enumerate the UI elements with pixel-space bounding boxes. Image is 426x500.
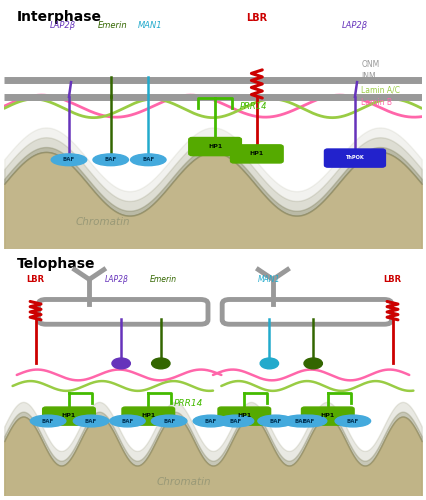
Text: Emerin: Emerin	[98, 21, 128, 30]
Text: BAF: BAF	[85, 418, 97, 424]
Text: HP1: HP1	[237, 414, 251, 418]
FancyBboxPatch shape	[230, 145, 283, 163]
Text: HP1: HP1	[250, 151, 264, 156]
FancyBboxPatch shape	[43, 407, 95, 425]
Text: BAF: BAF	[105, 158, 117, 162]
Text: HP1: HP1	[141, 414, 155, 418]
Circle shape	[152, 358, 170, 369]
Text: BAF: BAF	[63, 158, 75, 162]
Text: BAF: BAF	[294, 418, 307, 424]
Text: HP1: HP1	[208, 144, 222, 149]
Circle shape	[112, 358, 130, 369]
Text: BAF: BAF	[142, 158, 154, 162]
Text: LAP2β: LAP2β	[105, 276, 129, 284]
Text: BAF: BAF	[303, 418, 315, 424]
Text: ThPOK: ThPOK	[345, 156, 364, 160]
Ellipse shape	[283, 415, 318, 427]
Text: BAF: BAF	[121, 418, 133, 424]
Ellipse shape	[51, 154, 87, 166]
Ellipse shape	[291, 415, 327, 427]
Circle shape	[260, 358, 279, 369]
Circle shape	[304, 358, 322, 369]
Text: Emerin: Emerin	[150, 276, 176, 284]
Text: LAP2β: LAP2β	[50, 21, 76, 30]
FancyBboxPatch shape	[302, 407, 354, 425]
Text: LBR: LBR	[26, 275, 45, 284]
Text: BAF: BAF	[230, 418, 242, 424]
Ellipse shape	[109, 415, 145, 427]
Text: BAF: BAF	[42, 418, 54, 424]
FancyBboxPatch shape	[122, 407, 175, 425]
Text: MAN1: MAN1	[258, 276, 281, 284]
Ellipse shape	[73, 415, 109, 427]
Text: MAN1: MAN1	[138, 21, 163, 30]
Text: HP1: HP1	[62, 414, 76, 418]
Text: LAP2β: LAP2β	[342, 21, 368, 30]
Text: INM: INM	[361, 72, 376, 82]
FancyBboxPatch shape	[218, 407, 271, 425]
Ellipse shape	[335, 415, 371, 427]
Text: BAF: BAF	[205, 418, 217, 424]
Text: Chromatin: Chromatin	[156, 477, 211, 487]
Ellipse shape	[30, 415, 66, 427]
Text: Chromatin: Chromatin	[75, 218, 130, 228]
Text: PRR14: PRR14	[173, 398, 203, 407]
Text: BAF: BAF	[270, 418, 282, 424]
Text: LBR: LBR	[383, 275, 402, 284]
Text: LBR: LBR	[246, 13, 268, 23]
Text: Telophase: Telophase	[17, 258, 95, 272]
Text: PRR14: PRR14	[240, 102, 268, 111]
FancyBboxPatch shape	[189, 138, 242, 156]
Ellipse shape	[193, 415, 229, 427]
Ellipse shape	[130, 154, 166, 166]
Text: Lamin A/C: Lamin A/C	[361, 85, 400, 94]
Text: HP1: HP1	[321, 414, 335, 418]
Text: BAF: BAF	[163, 418, 175, 424]
Text: Interphase: Interphase	[17, 10, 102, 24]
Ellipse shape	[218, 415, 254, 427]
Text: Lamin B: Lamin B	[361, 98, 392, 107]
Text: BAF: BAF	[347, 418, 359, 424]
Ellipse shape	[258, 415, 294, 427]
Ellipse shape	[151, 415, 187, 427]
FancyBboxPatch shape	[325, 149, 386, 167]
Ellipse shape	[93, 154, 129, 166]
Text: ONM: ONM	[361, 60, 380, 68]
